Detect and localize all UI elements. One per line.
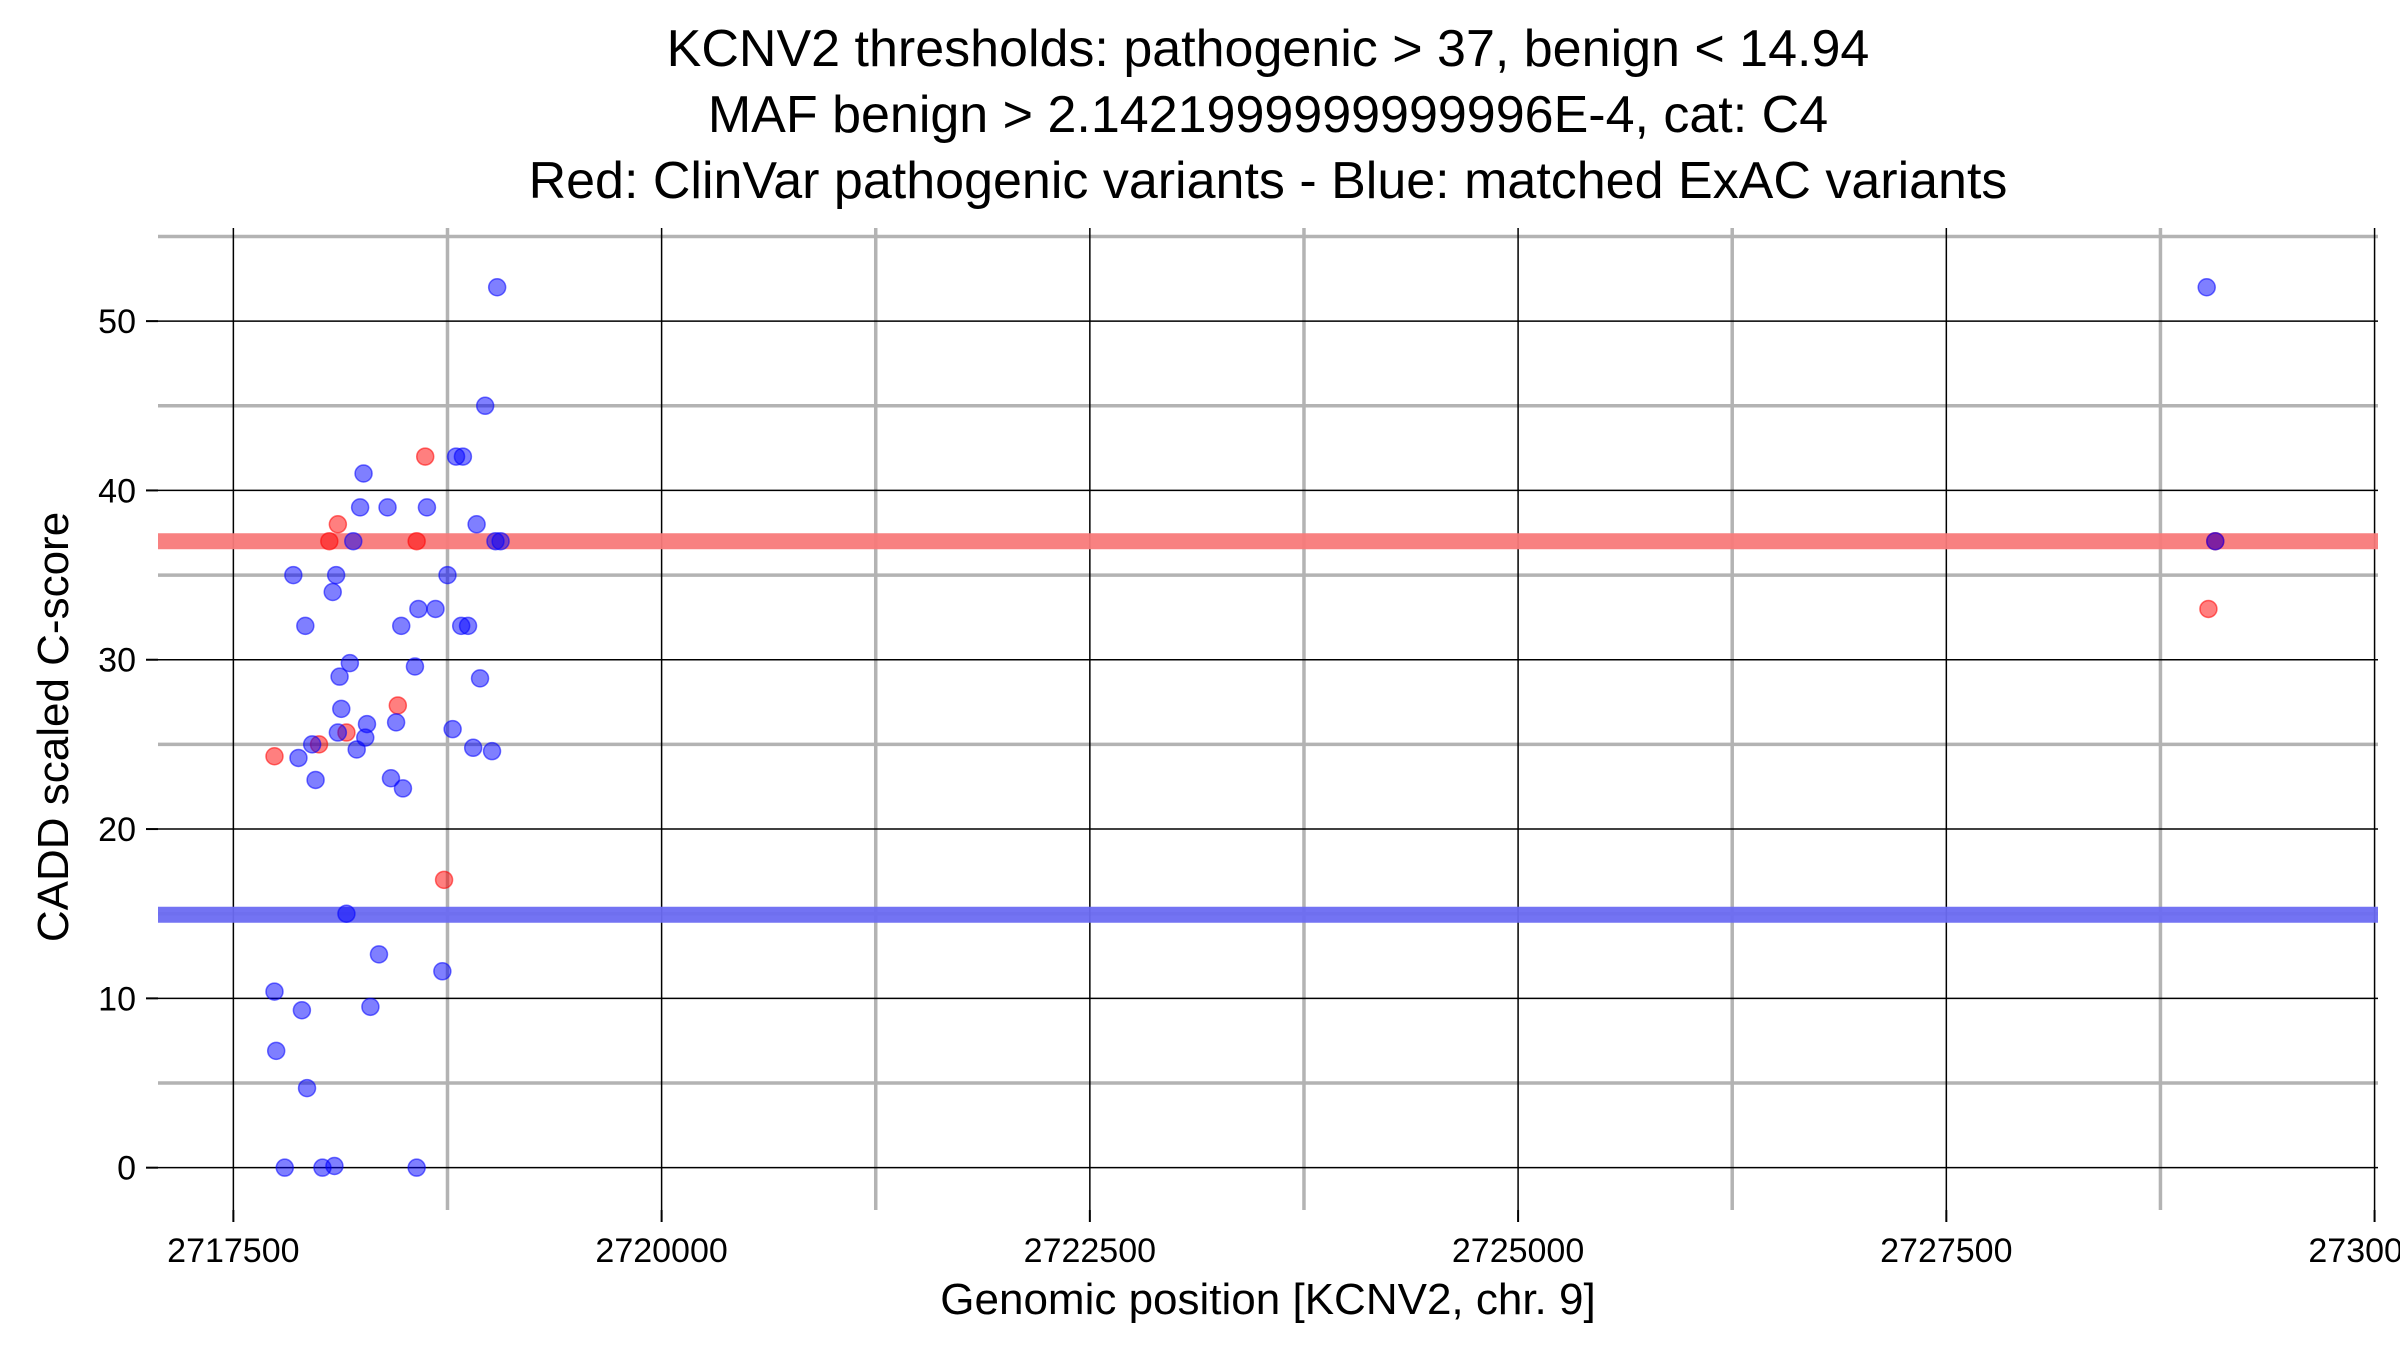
clinvar-pathogenic-point bbox=[407, 531, 426, 551]
exac-variant-point bbox=[491, 531, 510, 551]
clinvar-pathogenic-point bbox=[388, 696, 408, 715]
exac-variant-point bbox=[323, 582, 342, 602]
exac-variant-point bbox=[332, 699, 351, 719]
clinvar-pathogenic-point bbox=[328, 515, 348, 534]
clinvar-pathogenic-point bbox=[320, 531, 339, 551]
exac-variant-point bbox=[409, 599, 428, 619]
exac-variant-point bbox=[475, 396, 495, 416]
exac-variant-point bbox=[297, 1078, 317, 1098]
title-line-2: MAF benign > 2.1421999999999996E-4, cat:… bbox=[708, 86, 1828, 144]
exac-variant-point bbox=[330, 667, 349, 686]
y-tick-label: 0 bbox=[117, 1150, 136, 1188]
x-tick-label: 2730000 bbox=[2308, 1232, 2400, 1270]
exac-variant-point bbox=[369, 945, 389, 964]
exac-variant-point bbox=[467, 515, 486, 534]
exac-variant-point bbox=[470, 669, 490, 688]
exac-variant-point bbox=[275, 1158, 295, 1177]
clinvar-pathogenic-point bbox=[415, 447, 435, 466]
y-tick-label: 20 bbox=[98, 811, 136, 849]
y-tick-label: 40 bbox=[98, 472, 136, 510]
exac-variant-point bbox=[350, 498, 370, 517]
axis-ticks: 2717500 2720000 2722500 2725000 2727500 27300… bbox=[98, 303, 2400, 1270]
x-tick-label: 2727500 bbox=[1880, 1232, 2012, 1270]
clinvar-pathogenic-point bbox=[265, 746, 284, 766]
exac-variant-point bbox=[337, 904, 356, 923]
exac-variant-point bbox=[487, 278, 507, 297]
exac-variant-point bbox=[328, 723, 348, 742]
title-line-3: Red: ClinVar pathogenic variants - Blue:… bbox=[529, 152, 2008, 210]
clinvar-pathogenic-point bbox=[2199, 599, 2218, 619]
x-tick-label: 2722500 bbox=[1024, 1232, 1156, 1270]
exac-variant-point bbox=[265, 982, 284, 1001]
x-tick-label: 2717500 bbox=[167, 1232, 299, 1270]
exac-variant-point bbox=[433, 962, 452, 981]
clinvar-pathogenic-point bbox=[434, 870, 454, 890]
exac-variant-point bbox=[458, 616, 478, 636]
exac-variant-point bbox=[381, 769, 401, 788]
grid bbox=[158, 228, 2378, 1210]
exac-variant-point bbox=[482, 741, 502, 761]
x-tick-label: 2725000 bbox=[1452, 1232, 1584, 1270]
exac-variant-point bbox=[407, 1158, 426, 1177]
x-axis-label: Genomic position [KCNV2, chr. 9] bbox=[940, 1275, 1595, 1324]
exac-variant-point bbox=[386, 713, 406, 732]
exac-variant-point bbox=[344, 531, 363, 551]
exac-variant-point bbox=[453, 447, 473, 466]
threshold-lines bbox=[158, 533, 2378, 923]
exac-variant-point bbox=[463, 738, 483, 758]
exac-variant-point bbox=[326, 565, 346, 585]
exac-variant-point bbox=[405, 657, 425, 676]
exac-variant-point bbox=[361, 997, 380, 1017]
y-tick-label: 50 bbox=[98, 303, 136, 341]
exac-variant-point bbox=[438, 565, 457, 585]
exac-variant-point bbox=[417, 498, 437, 517]
exac-variant-point bbox=[426, 599, 445, 619]
exac-variant-point bbox=[393, 779, 413, 798]
exac-variant-point bbox=[292, 1000, 312, 1020]
y-tick-label: 30 bbox=[98, 642, 136, 680]
exac-variant-point bbox=[378, 498, 397, 517]
exac-variant-point bbox=[296, 616, 315, 636]
x-tick-label: 2720000 bbox=[595, 1232, 727, 1270]
exac-variant-point bbox=[2197, 278, 2216, 297]
y-axis-label: CADD scaled C-score bbox=[29, 512, 78, 942]
title-line-1: KCNV2 thresholds: pathogenic > 37, benig… bbox=[667, 20, 1870, 78]
chart-title: KCNV2 thresholds: pathogenic > 37, benig… bbox=[529, 20, 2008, 210]
exac-variant-point bbox=[2206, 531, 2225, 551]
exac-variant-point bbox=[284, 565, 303, 585]
data-points bbox=[265, 278, 2225, 1177]
exac-variant-point bbox=[443, 719, 462, 739]
exac-variant-point bbox=[357, 714, 377, 734]
y-tick-label: 10 bbox=[98, 980, 136, 1018]
exac-variant-point bbox=[354, 464, 373, 483]
exac-variant-point bbox=[266, 1041, 286, 1061]
exac-variant-point bbox=[325, 1156, 344, 1176]
exac-variant-point bbox=[391, 616, 411, 636]
exac-variant-point bbox=[306, 770, 325, 790]
exac-variant-point bbox=[302, 735, 322, 754]
exac-variant-point bbox=[340, 653, 360, 673]
exac-variant-point bbox=[289, 748, 308, 768]
